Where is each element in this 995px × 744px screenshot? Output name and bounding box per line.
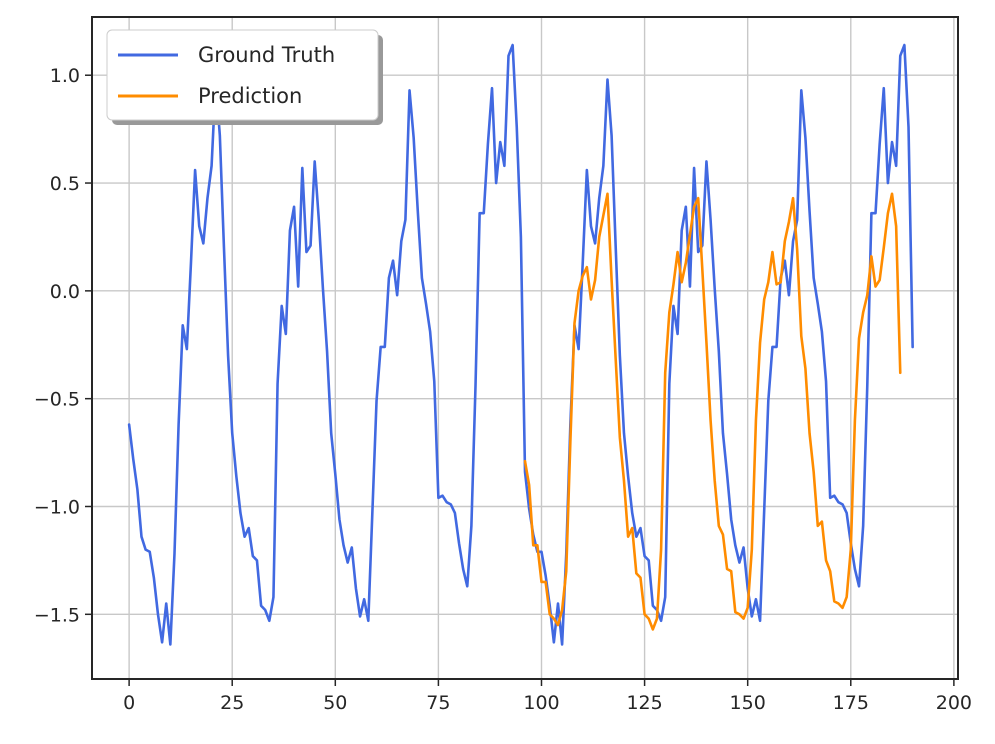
legend-label-ground-truth: Ground Truth — [198, 43, 335, 67]
y-tick-label: −1.0 — [34, 496, 80, 518]
x-tick-label: 175 — [833, 692, 869, 714]
x-tick-label: 25 — [220, 692, 244, 714]
series-line-prediction — [523, 192, 902, 631]
y-tick-label: 0.5 — [50, 173, 80, 195]
x-tick-label: 200 — [936, 692, 972, 714]
y-tick-label: 0.0 — [50, 281, 80, 303]
x-tick-label: 125 — [626, 692, 662, 714]
legend-label-prediction: Prediction — [198, 84, 302, 108]
axis-ticks: 0 25 50 75 100 125 150 175 200 −1.5 −1.0 −0.5 0.0 0.5… — [34, 65, 972, 714]
x-tick-label: 50 — [323, 692, 347, 714]
y-tick-label: −1.5 — [34, 604, 80, 626]
y-tick-label: −0.5 — [34, 389, 80, 411]
x-tick-label: 0 — [123, 692, 135, 714]
y-tick-label: 1.0 — [50, 65, 80, 87]
grid — [92, 17, 958, 679]
plot-frame — [91, 16, 959, 680]
x-tick-label: 100 — [523, 692, 559, 714]
plot-series — [127, 43, 914, 646]
x-tick-label: 75 — [426, 692, 450, 714]
x-tick-label: 150 — [730, 692, 766, 714]
legend: Ground Truth Prediction — [106, 29, 383, 125]
